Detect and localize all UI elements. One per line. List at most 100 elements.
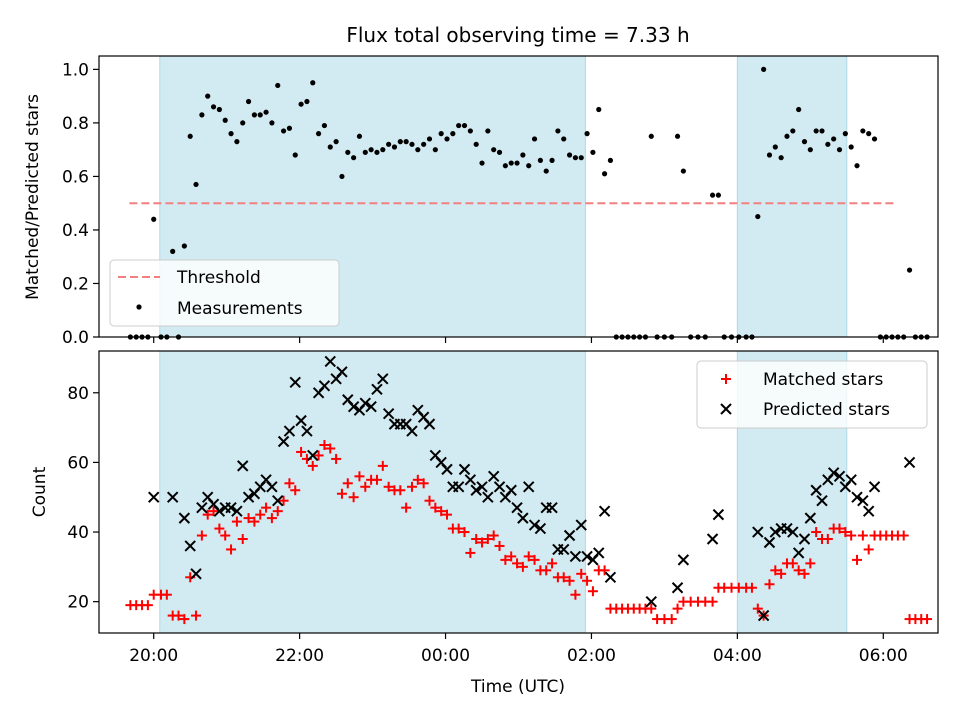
measurement-point (502, 163, 508, 169)
predicted-star-point (237, 460, 249, 472)
matched-star-point (249, 516, 260, 527)
matched-star-point (266, 513, 277, 524)
predicted-star-point (558, 543, 570, 556)
measurement-point (715, 192, 722, 198)
measurement-point (351, 155, 357, 161)
measurement-point (766, 152, 773, 158)
predicted-star-point (534, 522, 547, 535)
measurement-point (397, 139, 403, 145)
measurement-point (421, 141, 427, 147)
predicted-star-point (324, 355, 336, 368)
measurement-point (473, 141, 479, 147)
legend-measurements-label: Measurements (177, 299, 303, 319)
measurement-point (292, 152, 298, 158)
predicted-star-point (862, 505, 875, 517)
measurement-point (304, 98, 310, 105)
legend-measurements-swatch (136, 304, 142, 310)
measurement-point (531, 136, 538, 142)
matched-star-point (840, 527, 851, 538)
measurement-point (866, 131, 872, 137)
matched-star-point (319, 440, 330, 450)
ratio-x-ticks (153, 337, 884, 343)
matched-star-point (805, 558, 816, 569)
predicted-stars-points (148, 355, 916, 622)
y-tick-label: 20 (67, 593, 89, 613)
matched-star-point (243, 513, 254, 524)
matched-star-point (161, 589, 172, 600)
predicted-star-point (307, 449, 319, 462)
matched-star-point (857, 530, 868, 541)
predicted-star-point (903, 456, 916, 469)
matched-star-point (296, 446, 307, 457)
predicted-star-point (769, 526, 782, 538)
predicted-star-point (563, 529, 576, 542)
measurement-point (761, 66, 767, 72)
measurement-point (321, 122, 328, 129)
predicted-star-point (798, 533, 811, 545)
measurement-point (403, 139, 409, 145)
predicted-star-point (476, 481, 488, 493)
measurement-point (222, 117, 228, 123)
matched-star-point (564, 575, 575, 586)
measurement-point (831, 136, 837, 142)
matched-star-point (348, 492, 359, 503)
matched-star-point (436, 506, 447, 517)
predicted-star-point (482, 491, 494, 503)
matched-star-point (325, 443, 336, 454)
measurement-point (456, 122, 462, 129)
predicted-star-point (347, 400, 360, 413)
matched-star-point (517, 561, 528, 572)
predicted-star-point (242, 491, 255, 503)
legend-matched-swatch (721, 374, 731, 384)
matched-star-point (371, 474, 382, 485)
count-axes-frame (98, 350, 939, 634)
matched-star-point (506, 551, 517, 562)
matched-star-point (465, 547, 476, 558)
matched-star-point (430, 502, 441, 513)
matched-star-point (547, 558, 558, 569)
measurement-point (520, 152, 526, 158)
measurement-point (240, 120, 246, 126)
matched-star-point (272, 506, 283, 517)
predicted-star-point (272, 494, 284, 507)
measurement-point (257, 112, 263, 118)
y-tick-label: 60 (67, 453, 89, 473)
x-tick-label: 04:00 (713, 646, 762, 666)
ratio-legend: Threshold Measurements (109, 259, 340, 327)
observing-window-band (159, 350, 586, 634)
measurement-point (801, 139, 808, 145)
measurement-point (228, 131, 234, 137)
matched-star-point (482, 534, 493, 544)
measurement-point (526, 163, 532, 169)
predicted-star-point (464, 474, 477, 486)
matched-star-point (377, 460, 388, 471)
measurement-point (333, 139, 339, 145)
matched-star-point (599, 565, 610, 576)
predicted-star-point (792, 547, 805, 559)
predicted-star-point (833, 470, 846, 483)
measurement-point (280, 128, 287, 134)
measurement-point (170, 248, 176, 254)
predicted-star-point (604, 571, 617, 584)
measurement-point (485, 128, 491, 134)
predicted-star-point (423, 418, 436, 430)
predicted-star-point (166, 491, 179, 503)
measurement-point (807, 147, 813, 153)
legend-matched-label: Matched stars (763, 370, 883, 390)
predicted-star-point (575, 519, 587, 531)
measurement-point (790, 128, 796, 134)
predicted-star-point (857, 494, 869, 507)
predicted-star-point (289, 376, 301, 389)
matched-star-point (401, 502, 412, 513)
y-tick-label: 0.0 (62, 328, 89, 348)
measurement-point (607, 157, 614, 163)
measurement-point (755, 213, 761, 220)
matched-star-point (646, 603, 657, 614)
predicted-star-point (816, 494, 828, 507)
predicted-star-point (365, 400, 377, 413)
matched-star-point (360, 481, 371, 492)
y-tick-label: 1.0 (62, 60, 89, 80)
measurement-point (842, 131, 848, 137)
predicted-star-point (493, 481, 506, 493)
measurement-point (438, 131, 444, 137)
